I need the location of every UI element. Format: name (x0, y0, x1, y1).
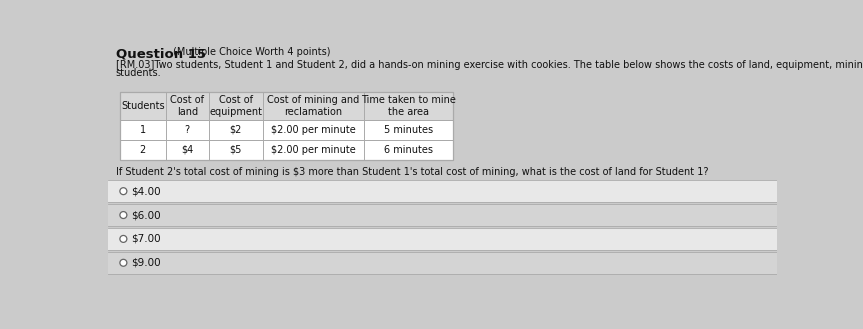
Text: 2: 2 (140, 144, 146, 155)
Text: $7.00: $7.00 (131, 234, 161, 244)
Circle shape (120, 259, 127, 266)
Text: $2.00 per minute: $2.00 per minute (271, 125, 356, 135)
Text: (Multiple Choice Worth 4 points): (Multiple Choice Worth 4 points) (173, 47, 331, 57)
Text: Question 15: Question 15 (116, 47, 205, 60)
Text: 6 minutes: 6 minutes (384, 144, 432, 155)
Text: $9.00: $9.00 (131, 258, 161, 268)
Text: Cost of
equipment: Cost of equipment (209, 94, 262, 117)
Bar (119, 119, 453, 139)
Bar (108, 228, 777, 250)
Text: Cost of
land: Cost of land (170, 94, 205, 117)
Circle shape (120, 236, 127, 242)
Text: Students: Students (121, 101, 165, 111)
Text: $5: $5 (230, 144, 242, 155)
Text: students.: students. (116, 68, 161, 78)
Text: 1: 1 (140, 125, 146, 135)
Text: ?: ? (185, 125, 190, 135)
Bar (108, 180, 777, 202)
Bar (119, 139, 453, 160)
Text: $4: $4 (181, 144, 193, 155)
Text: $4.00: $4.00 (131, 186, 161, 196)
Text: Cost of mining and
reclamation: Cost of mining and reclamation (268, 94, 359, 117)
Text: $6.00: $6.00 (131, 210, 161, 220)
Circle shape (120, 188, 127, 195)
Bar (108, 252, 777, 273)
Text: If Student 2's total cost of mining is $3 more than Student 1's total cost of mi: If Student 2's total cost of mining is $… (116, 167, 709, 177)
Bar (108, 204, 777, 226)
Text: 5 minutes: 5 minutes (384, 125, 432, 135)
Bar (119, 92, 453, 119)
Bar (119, 92, 453, 160)
Text: $2.00 per minute: $2.00 per minute (271, 144, 356, 155)
Text: Time taken to mine
the area: Time taken to mine the area (361, 94, 456, 117)
Text: $2: $2 (230, 125, 242, 135)
Circle shape (120, 212, 127, 218)
Text: [RM.03]Two students, Student 1 and Student 2, did a hands-on mining exercise wit: [RM.03]Two students, Student 1 and Stude… (116, 60, 863, 69)
